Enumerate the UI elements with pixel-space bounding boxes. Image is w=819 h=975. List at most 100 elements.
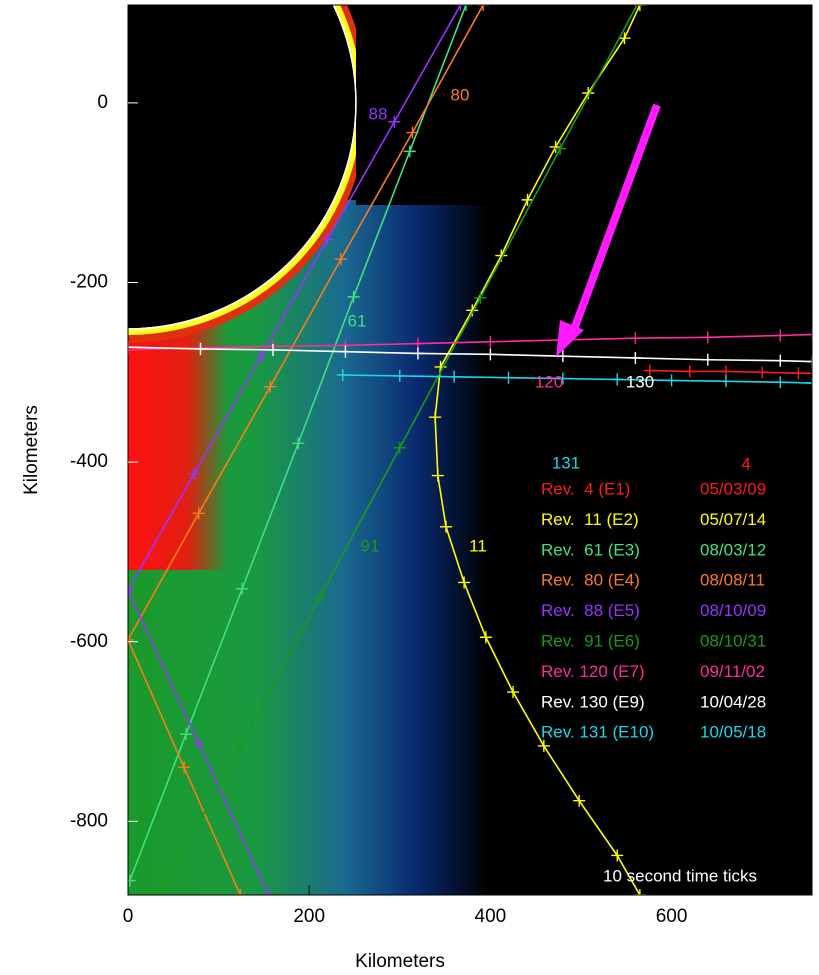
- plume-image: [128, 5, 812, 895]
- time-tick: [448, 370, 461, 383]
- time-tick: [806, 367, 812, 380]
- x-tick-label: 200: [293, 906, 325, 927]
- trajectory-label: 4: [741, 454, 750, 473]
- time-tick: [128, 343, 134, 356]
- annotation: 10 second time ticks: [603, 866, 757, 885]
- legend-entry: Rev. 61 (E3): [541, 540, 640, 559]
- time-tick: [431, 469, 444, 482]
- time-tick: [507, 686, 520, 699]
- time-tick: [314, 590, 327, 603]
- time-tick: [128, 633, 134, 646]
- time-tick: [339, 345, 352, 358]
- trajectory-label: 120: [535, 372, 563, 391]
- time-tick: [806, 377, 812, 390]
- time-tick: [429, 411, 442, 424]
- legend-entry: Rev. 88 (E5): [541, 601, 640, 620]
- legend-entry: Rev. 131 (E10): [541, 723, 654, 742]
- time-tick: [393, 369, 406, 382]
- time-tick: [774, 329, 787, 342]
- legend-date: 10/04/28: [700, 692, 766, 711]
- time-tick: [521, 193, 534, 206]
- time-tick: [406, 126, 419, 139]
- time-tick: [266, 343, 279, 356]
- trajectory: [434, 5, 641, 895]
- time-tick: [683, 365, 696, 378]
- legend-date: 08/03/12: [700, 540, 766, 559]
- time-tick: [178, 761, 191, 774]
- time-tick: [153, 889, 166, 895]
- time-tick: [633, 889, 646, 895]
- trajectory-label: 131: [552, 453, 580, 472]
- time-tick: [629, 332, 642, 345]
- y-tick-label: -200: [70, 272, 108, 293]
- time-tick: [403, 145, 416, 158]
- time-tick: [188, 467, 201, 480]
- time-tick: [643, 364, 656, 377]
- time-tick: [393, 441, 406, 454]
- legend-entry: Rev. 4 (E1): [541, 479, 630, 498]
- legend-date: 08/10/31: [700, 631, 766, 650]
- trajectory-label: 88: [369, 104, 388, 123]
- time-tick: [633, 5, 646, 11]
- time-tick: [611, 373, 624, 386]
- time-tick: [439, 520, 452, 533]
- trajectory: [128, 5, 462, 895]
- y-tick-label: -800: [70, 810, 108, 831]
- time-tick: [756, 366, 769, 379]
- time-tick: [128, 341, 134, 354]
- time-tick: [556, 350, 569, 363]
- trajectory-label: 61: [348, 311, 367, 330]
- trajectory-label: 11: [469, 536, 487, 555]
- arrow: [568, 103, 661, 337]
- time-tick: [629, 351, 642, 364]
- time-tick: [556, 372, 569, 385]
- trajectory: [342, 374, 812, 384]
- legend-date: 05/03/09: [700, 479, 766, 498]
- time-tick: [179, 728, 192, 741]
- x-tick-label: 600: [656, 906, 688, 927]
- legend-date: 09/11/02: [700, 662, 765, 681]
- legend-entry: Rev. 11 (E2): [541, 510, 639, 529]
- time-tick: [774, 376, 787, 389]
- time-tick: [192, 507, 205, 520]
- trajectory: [128, 5, 484, 895]
- time-tick: [411, 347, 424, 360]
- time-tick: [554, 142, 567, 155]
- time-tick: [194, 342, 207, 355]
- time-tick: [611, 849, 624, 862]
- time-tick: [388, 115, 401, 128]
- y-axis-title: Kilometers: [21, 405, 42, 495]
- x-tick-label: 0: [123, 906, 134, 927]
- time-tick: [484, 335, 497, 348]
- time-tick: [128, 874, 136, 887]
- time-tick: [234, 739, 247, 752]
- time-tick: [255, 350, 268, 363]
- legend-entry: Rev. 80 (E4): [541, 571, 640, 590]
- legend-date: 05/07/14: [700, 510, 766, 529]
- time-tick: [334, 253, 347, 266]
- time-tick: [806, 355, 812, 368]
- time-tick: [264, 380, 277, 393]
- time-tick: [192, 737, 205, 750]
- time-tick: [454, 5, 467, 11]
- legend-date: 10/05/18: [700, 723, 766, 742]
- time-tick: [292, 437, 305, 450]
- x-tick-label: 400: [475, 906, 507, 927]
- legend-date: 08/10/09: [700, 601, 766, 620]
- trajectory-label: 130: [626, 372, 654, 391]
- time-tick: [806, 328, 812, 341]
- time-tick: [458, 576, 471, 589]
- trajectory-label: 91: [361, 536, 380, 555]
- trajectory-label: 80: [451, 85, 470, 104]
- legend-date: 08/08/11: [700, 571, 765, 590]
- time-tick: [234, 889, 247, 895]
- legend-entry: Rev. 130 (E9): [541, 692, 645, 711]
- legend-entry: Rev. 91 (E6): [541, 631, 640, 650]
- plot-frame: [127, 4, 813, 896]
- time-tick: [701, 331, 714, 344]
- time-tick: [262, 889, 275, 895]
- legend-entry: Rev. 120 (E7): [541, 662, 645, 681]
- time-tick: [502, 371, 515, 384]
- time-tick: [479, 631, 492, 644]
